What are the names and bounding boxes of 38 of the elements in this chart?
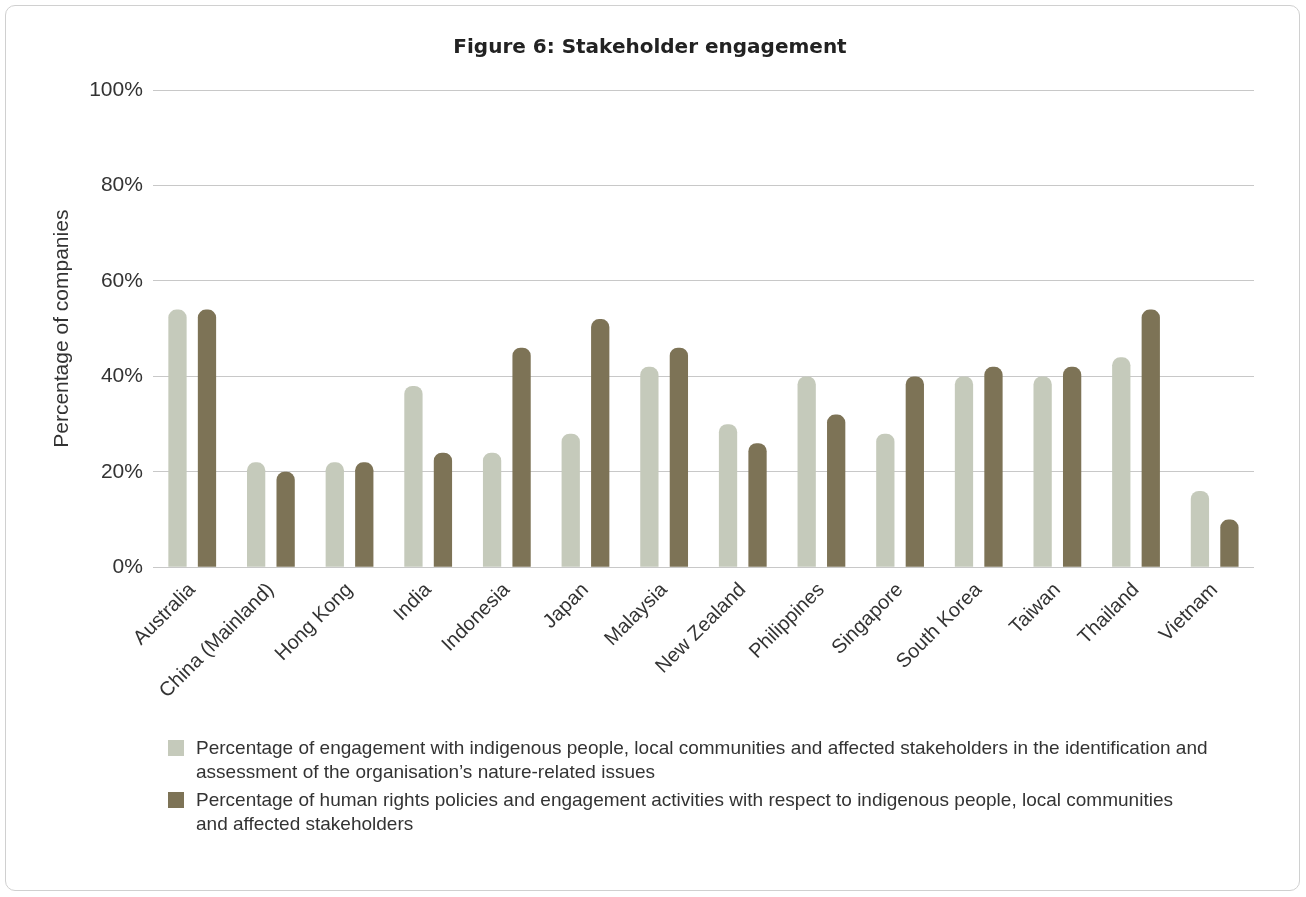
bar (591, 319, 610, 567)
bar (355, 462, 374, 567)
y-tick-label: 40% (100, 363, 143, 387)
bar (512, 347, 531, 567)
bar (433, 452, 453, 567)
bar (276, 471, 295, 567)
bar (325, 462, 344, 567)
bar (1033, 376, 1052, 567)
bar (876, 433, 895, 567)
bar (748, 443, 767, 567)
bar (640, 366, 659, 567)
bar (1112, 357, 1131, 567)
bar (827, 414, 846, 567)
bar (197, 309, 217, 567)
bar (954, 376, 974, 567)
bar (168, 309, 187, 567)
bar (482, 452, 502, 567)
bar (1062, 366, 1082, 567)
bar (561, 433, 580, 567)
bar (718, 424, 738, 567)
legend-label: Percentage of human rights policies and engagement activities with respect to indigenous people, local communities and affected stakeholders (196, 788, 1174, 836)
bar (669, 347, 689, 567)
bar (1220, 519, 1239, 567)
bar (1141, 309, 1160, 567)
bar (797, 376, 816, 567)
y-tick-label: 100% (89, 76, 143, 100)
bar (905, 376, 924, 567)
bar (246, 462, 266, 567)
y-tick-label: 60% (100, 267, 143, 291)
bar (404, 385, 423, 567)
y-tick-label: 20% (100, 458, 143, 482)
chart-title: Figure 6: Stakeholder engagement (453, 34, 848, 59)
y-axis-title: Percentage of companies (49, 209, 73, 448)
bar (1190, 490, 1210, 567)
y-tick-label: 0% (112, 554, 143, 578)
legend-label: Percentage of engagement with indigenous people, local communities and affected stakeholders in the identification and assessment of the organisation’s nature-related issues (196, 736, 1208, 784)
bar (984, 366, 1003, 567)
y-tick-label: 80% (100, 172, 143, 196)
